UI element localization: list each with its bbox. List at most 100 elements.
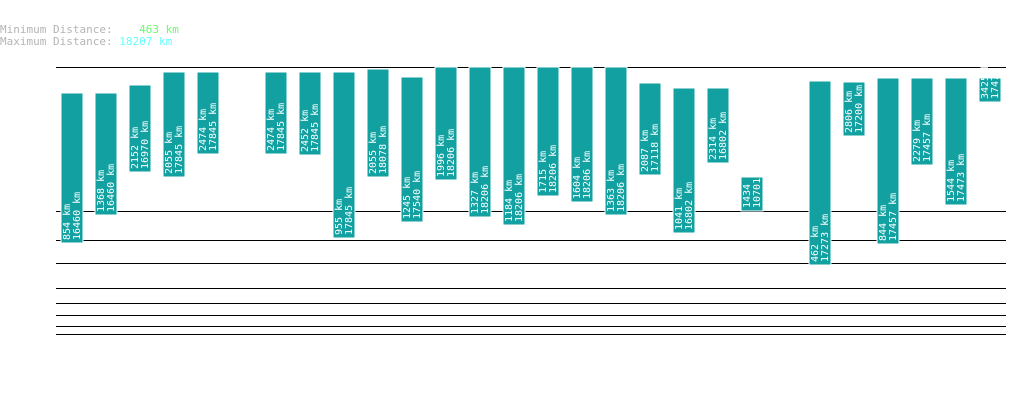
bar-label-min: 955 km <box>334 199 345 235</box>
bar-label-8: 2452 km17845 km <box>300 104 321 152</box>
bar-label-min: 2314 km <box>708 118 719 160</box>
bar-label-min: 2152 km <box>130 127 141 169</box>
bar-label-4: 2055 km17845 km <box>164 126 185 174</box>
bar-label-max: 16460 km <box>106 164 117 212</box>
bar-label-max: 17473 km <box>956 154 967 202</box>
bar-label-21: 1434 km10701 km <box>742 160 763 208</box>
bar-13 <box>468 66 492 218</box>
bar-label-max: 18206 km <box>514 174 525 222</box>
bar-label-max: 16460 km <box>72 192 83 240</box>
bar-label-7: 2474 km17845 km <box>266 103 287 151</box>
bar-3 <box>128 84 152 173</box>
bar-label-max: 17473 km <box>990 51 1001 99</box>
bar-15 <box>536 66 560 197</box>
bar-label-min: 1363 km <box>606 170 617 212</box>
bar-label-28: 3425 km17473 km <box>980 51 1001 99</box>
bar-label-11: 1245 km17540 km <box>402 171 423 219</box>
bar-label-16: 1604 km18206 km <box>572 151 593 199</box>
bar-8 <box>298 71 322 156</box>
bar-label-min: 1604 km <box>572 157 583 199</box>
bar-label-max: 10508 km <box>786 72 797 120</box>
bar-label-max: 16802 km <box>718 112 729 160</box>
reference-lines <box>56 67 1006 335</box>
bar-label-min: 2806 km <box>844 91 855 133</box>
bar-label-min: 2474 km <box>266 109 277 151</box>
bar-label-min: 2087 km <box>640 130 651 172</box>
bar-label-max: 17845 km <box>174 126 185 174</box>
bar-label-min: 844 km <box>878 205 889 241</box>
bar-label-max: 17540 km <box>412 171 423 219</box>
bar-16 <box>570 66 594 203</box>
bar-label-min: 2279 km <box>912 120 923 162</box>
bar-label-18: 2087 km17118 km <box>640 124 661 172</box>
bar-20 <box>706 87 730 164</box>
min-distance-value: 463 km <box>139 23 179 36</box>
bar-label-25: 844 km17457 km <box>878 193 899 241</box>
bar-label-23: 462 km17273 km <box>810 214 831 262</box>
bar-label-max: 17200 km <box>854 85 865 133</box>
bar-21 <box>740 176 764 212</box>
bar-18 <box>638 82 662 176</box>
bar-label-15: 1715 km18206 km <box>538 145 559 193</box>
bar-label-max: 18206 km <box>616 164 627 212</box>
bar-label-max: 16970 km <box>140 121 151 169</box>
bar-label-min: 2452 km <box>300 110 311 152</box>
bar-5 <box>196 71 220 155</box>
bar-label-9: 955 km17845 km <box>334 187 355 235</box>
bar-23 <box>808 80 832 266</box>
bar-label-3: 2152 km16970 km <box>130 121 151 169</box>
bar-10 <box>366 68 390 178</box>
bar-label-min: 1434 km <box>742 166 753 208</box>
bar-label-max: 17845 km <box>310 104 321 152</box>
bar-label-max: 17457 km <box>888 193 899 241</box>
bar-label-max: 17273 km <box>820 214 831 262</box>
max-distance-label: Maximum Distance: <box>0 35 113 48</box>
bar-label-max: 18078 km <box>378 126 389 174</box>
bar-label-19: 1041 km16802 km <box>674 182 695 230</box>
bar-24 <box>842 81 866 137</box>
bar-label-2: 1368 km16460 km <box>96 164 117 212</box>
bar-label-min: 3036 km <box>776 78 787 120</box>
bar-label-26: 2279 km17457 km <box>912 114 933 162</box>
bar-label-max: 10701 km <box>752 160 763 208</box>
bar-label-10: 2055 km18078 km <box>368 126 389 174</box>
bar-label-min: 1368 km <box>96 170 107 212</box>
bar-label-min: 2055 km <box>368 132 379 174</box>
bar-label-min: 1184 km <box>504 180 515 222</box>
bar-2 <box>94 92 118 216</box>
bar-label-12: 1996 km18206 km <box>436 129 457 177</box>
bar-9 <box>332 71 356 239</box>
bar-label-min: 1544 km <box>946 160 957 202</box>
bar-4 <box>162 71 186 178</box>
bar-25 <box>876 77 900 245</box>
bar-label-24: 2806 km17200 km <box>844 85 865 133</box>
bar-1 <box>60 92 84 244</box>
bar-label-max: 17457 km <box>922 114 933 162</box>
bar-label-min: 854 km <box>62 204 73 240</box>
bar-label-max: 17118 km <box>650 124 661 172</box>
bar-label-20: 2314 km16802 km <box>708 112 729 160</box>
bar-17 <box>604 66 628 216</box>
min-distance-label: Minimum Distance: <box>0 23 113 36</box>
bar-11 <box>400 76 424 223</box>
bar-28 <box>978 77 1002 103</box>
bar-7 <box>264 71 288 155</box>
max-distance-value: 18207 km <box>119 35 173 48</box>
bar-label-min: 2055 km <box>164 132 175 174</box>
bar-label-min: 1041 km <box>674 188 685 230</box>
bar-label-max: 18206 km <box>446 129 457 177</box>
bar-label-1: 854 km16460 km <box>62 192 83 240</box>
bar-label-14: 1184 km18206 km <box>504 174 525 222</box>
bar-label-min: 462 km <box>810 226 821 262</box>
bar-label-17: 1363 km18206 km <box>606 164 627 212</box>
bar-label-max: 17845 km <box>208 103 219 151</box>
bar-label-max: 18206 km <box>582 151 593 199</box>
bar-label-min: 1327 km <box>470 172 481 214</box>
bar-label-min: 2474 km <box>198 109 209 151</box>
bar-label-min: 1996 km <box>436 135 447 177</box>
bar-label-max: 18206 km <box>548 145 559 193</box>
bar-label-5: 2474 km17845 km <box>198 103 219 151</box>
bar-27 <box>944 77 968 206</box>
